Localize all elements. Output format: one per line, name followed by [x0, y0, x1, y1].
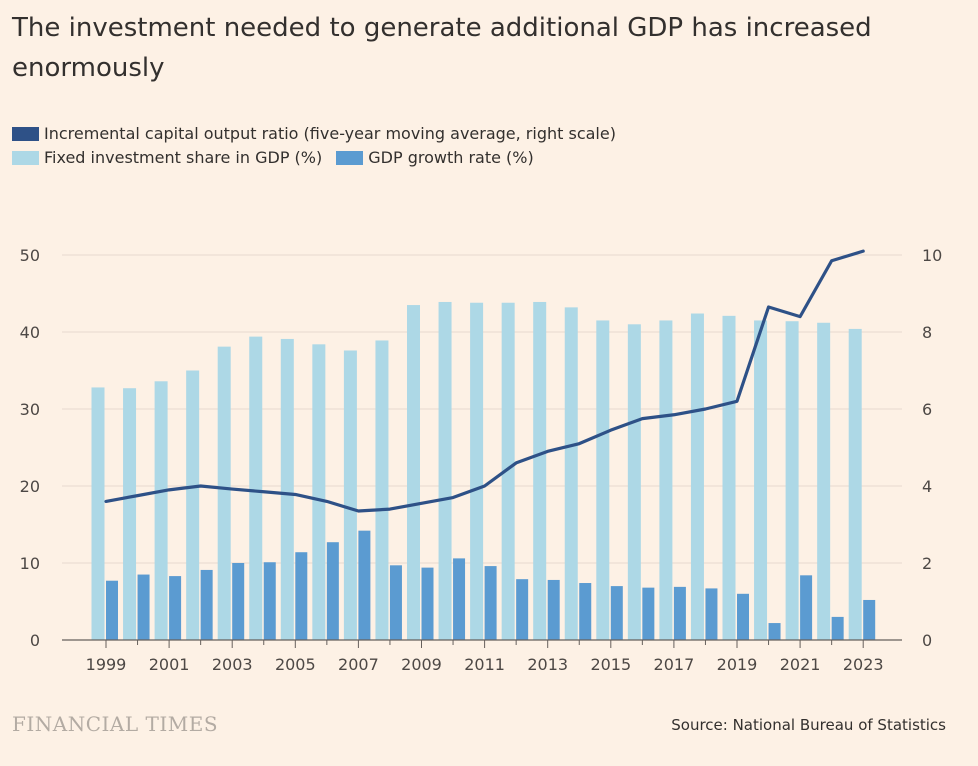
x-tick-label: 2015: [590, 655, 631, 674]
bar-gdp-growth: [610, 586, 623, 640]
legend-label-icor: Incremental capital output ratio (five-y…: [44, 124, 616, 143]
x-tick-label: 2023: [843, 655, 884, 674]
x-tick-label: 2007: [338, 655, 379, 674]
x-tick-label: 2013: [527, 655, 568, 674]
bar-investment-share: [123, 388, 137, 640]
bar-investment-share: [249, 336, 263, 640]
legend-item-growth: GDP growth rate (%): [336, 146, 534, 170]
legend-label-investment: Fixed investment share in GDP (%): [44, 148, 323, 167]
bar-investment-share: [407, 305, 420, 640]
bar-gdp-growth: [800, 575, 813, 640]
x-tick-label: 2011: [464, 655, 505, 674]
line-icor: [104, 249, 865, 513]
y-right-tick-label: 4: [922, 477, 932, 496]
bar-gdp-growth: [263, 562, 276, 640]
y-left-tick-label: 50: [20, 246, 40, 265]
bar-investment-share: [470, 302, 484, 640]
bar-investment-share: [375, 340, 389, 640]
bar-gdp-growth: [200, 569, 213, 640]
bar-investment-share: [817, 322, 831, 640]
bar-gdp-growth: [642, 587, 655, 640]
legend-swatch-growth: [336, 151, 364, 165]
bar-investment-share: [312, 344, 326, 640]
bar-gdp-growth: [673, 586, 686, 640]
legend-row-1: Incremental capital output ratio (five-y…: [12, 122, 952, 146]
bar-gdp-growth: [831, 616, 844, 640]
bar-gdp-growth: [389, 565, 402, 640]
source-note: Source: National Bureau of Statistics: [671, 716, 946, 734]
y-right-tick-label: 0: [922, 631, 932, 650]
x-tick-label: 2003: [212, 655, 253, 674]
bar-investment-share: [564, 307, 578, 640]
y-left-tick-label: 0: [30, 631, 40, 650]
bar-gdp-growth: [579, 583, 592, 640]
x-tick-label: 2005: [275, 655, 316, 674]
y-right-tick-label: 8: [922, 323, 932, 342]
bar-investment-share: [438, 301, 452, 640]
bar-gdp-growth: [547, 579, 560, 640]
y-left-tick-label: 10: [20, 554, 40, 573]
bar-gdp-growth: [326, 542, 339, 640]
bar-gdp-growth: [453, 558, 466, 640]
bar-investment-share: [659, 320, 673, 640]
bar-investment-share: [785, 321, 799, 640]
bar-gdp-growth: [768, 623, 781, 640]
y-left-tick-label: 30: [20, 400, 40, 419]
bar-investment-share: [596, 320, 610, 640]
x-tick-label: 2021: [780, 655, 821, 674]
x-tick-label: 2019: [717, 655, 758, 674]
bar-gdp-growth: [169, 576, 182, 640]
bar-investment-share: [754, 320, 768, 640]
bar-gdp-growth: [232, 563, 245, 640]
x-tick-label: 1999: [86, 655, 127, 674]
bar-investment-share: [533, 301, 547, 640]
bar-gdp-growth: [421, 567, 434, 640]
legend-row-2: Fixed investment share in GDP (%) GDP gr…: [12, 146, 952, 170]
y-right-tick-label: 2: [922, 554, 932, 573]
y-left-tick-label: 40: [20, 323, 40, 342]
chart-title: The investment needed to generate additi…: [12, 13, 872, 83]
bar-investment-share: [154, 381, 168, 640]
x-tick-label: 2017: [654, 655, 695, 674]
bar-gdp-growth: [106, 580, 118, 640]
bar-investment-share: [217, 346, 231, 640]
bar-gdp-growth: [358, 530, 371, 640]
x-tick-label: 2009: [401, 655, 442, 674]
bar-gdp-growth: [516, 579, 529, 640]
legend-item-investment: Fixed investment share in GDP (%): [12, 146, 322, 170]
bar-investment-share: [186, 370, 200, 640]
y-left-tick-label: 20: [20, 477, 40, 496]
y-right-tick-label: 6: [922, 400, 932, 419]
bar-investment-share: [280, 338, 294, 640]
bar-investment-share: [343, 350, 357, 640]
bar-investment-share: [848, 328, 862, 640]
legend: Incremental capital output ratio (five-y…: [12, 122, 952, 170]
ft-logo: FINANCIAL TIMES: [12, 712, 219, 736]
bar-investment-share: [627, 324, 641, 640]
legend-swatch-investment: [12, 151, 39, 165]
bar-gdp-growth: [705, 588, 718, 640]
bar-investment-share: [722, 315, 736, 640]
bar-investment-share: [501, 302, 515, 640]
legend-item-icor: Incremental capital output ratio (five-y…: [12, 122, 616, 146]
legend-swatch-icor: [12, 127, 39, 141]
legend-label-growth: GDP growth rate (%): [368, 148, 534, 167]
x-tick-label: 2001: [149, 655, 190, 674]
chart-canvas: 0 0 10 2 20 4 30 6 40 8 50 10 1999 2001 2003 2005 2007 20…: [20, 246, 943, 674]
bar-investment-share: [690, 313, 704, 640]
bar-gdp-growth: [737, 593, 749, 640]
y-right-tick-label: 10: [922, 246, 942, 265]
bar-investment-share: [91, 387, 105, 640]
bar-gdp-growth: [137, 574, 150, 640]
bar-gdp-growth: [295, 552, 308, 640]
bar-gdp-growth: [863, 599, 876, 640]
bar-gdp-growth: [484, 566, 497, 640]
